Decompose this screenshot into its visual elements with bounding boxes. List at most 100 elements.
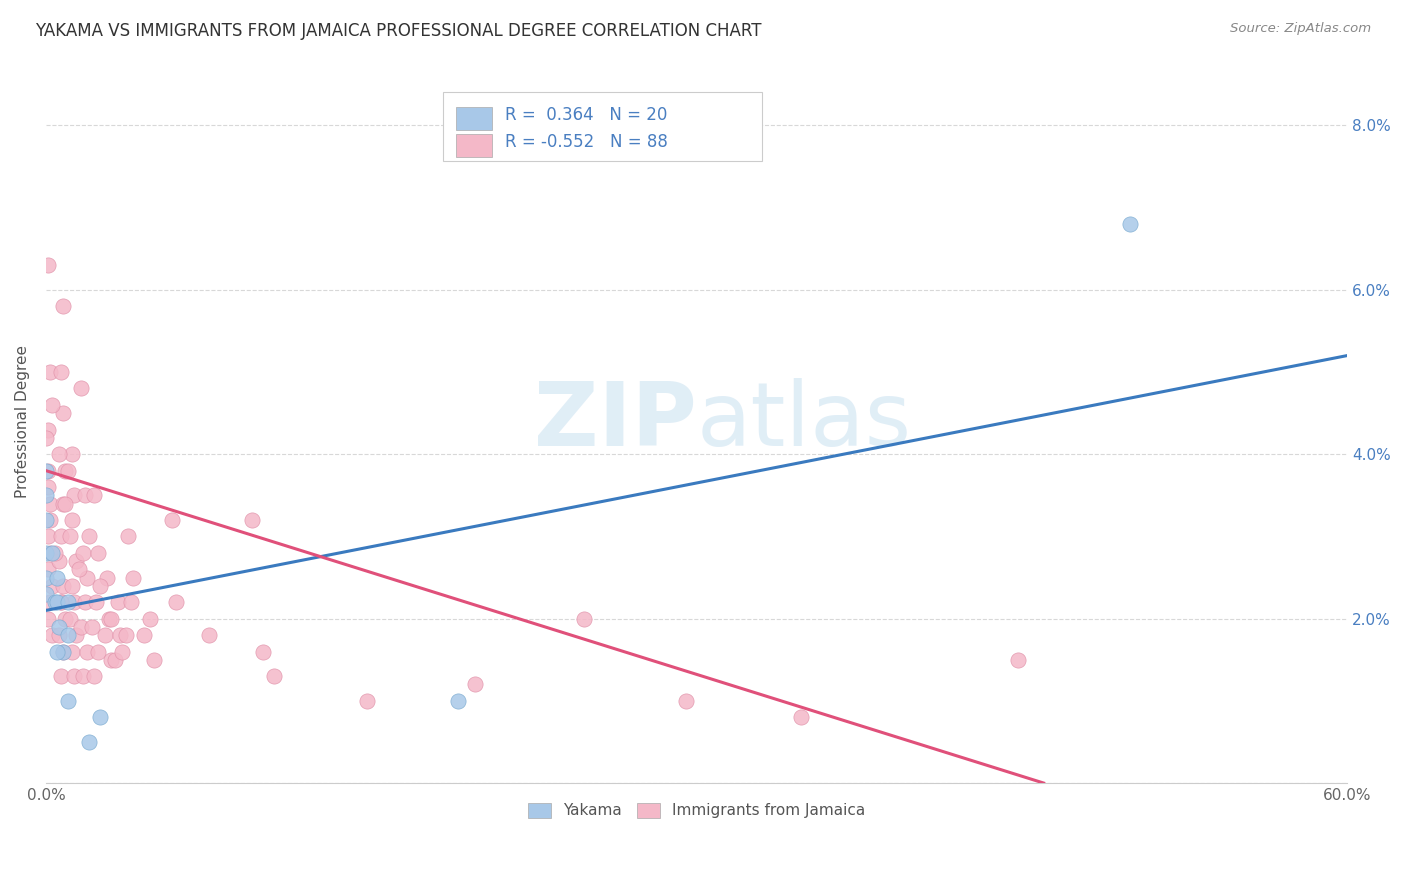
Point	[35, 570, 58, 584]
Point	[79, 529, 101, 543]
Point	[97, 612, 120, 626]
Point	[55, 496, 77, 510]
Point	[39, 496, 62, 510]
Point	[73, 595, 96, 609]
Point	[93, 628, 115, 642]
Point	[55, 464, 77, 478]
Point	[111, 644, 134, 658]
Point	[49, 595, 72, 609]
Point	[83, 488, 105, 502]
Point	[165, 595, 187, 609]
Point	[52, 496, 75, 510]
Point	[45, 595, 67, 609]
Point	[49, 669, 72, 683]
Point	[52, 406, 75, 420]
Point	[139, 612, 162, 626]
Point	[104, 653, 127, 667]
Point	[56, 694, 79, 708]
Text: atlas: atlas	[696, 378, 911, 465]
Point	[65, 554, 87, 568]
Point	[41, 398, 63, 412]
Point	[49, 529, 72, 543]
Point	[59, 529, 82, 543]
Point	[96, 570, 118, 584]
Point	[63, 669, 86, 683]
Point	[48, 620, 70, 634]
Point	[107, 595, 129, 609]
Y-axis label: Professional Degree: Professional Degree	[15, 345, 30, 498]
Point	[37, 480, 59, 494]
Point	[41, 579, 63, 593]
Point	[44, 546, 66, 560]
Point	[55, 612, 77, 626]
Point	[73, 488, 96, 502]
Point	[117, 529, 139, 543]
Point	[240, 513, 263, 527]
Point	[52, 579, 75, 593]
Point	[41, 546, 63, 560]
Point	[41, 628, 63, 642]
Point	[572, 612, 595, 626]
Point	[56, 595, 79, 609]
Legend: Yakama, Immigrants from Jamaica: Yakama, Immigrants from Jamaica	[520, 796, 873, 826]
Point	[356, 694, 378, 708]
Point	[76, 570, 98, 584]
Point	[675, 694, 697, 708]
Point	[67, 562, 90, 576]
Point	[132, 628, 155, 642]
Point	[35, 431, 58, 445]
Point	[1007, 653, 1029, 667]
Text: ZIP: ZIP	[534, 378, 696, 465]
Text: R =  0.364   N = 20: R = 0.364 N = 20	[505, 105, 668, 124]
Point	[56, 628, 79, 642]
Point	[87, 644, 110, 658]
Point	[100, 612, 122, 626]
Point	[63, 595, 86, 609]
Point	[60, 447, 83, 461]
Point	[56, 464, 79, 478]
Point	[52, 644, 75, 658]
Point	[84, 595, 107, 609]
Point	[100, 653, 122, 667]
Point	[108, 628, 131, 642]
Point	[115, 628, 138, 642]
Point	[76, 644, 98, 658]
Point	[120, 595, 142, 609]
Point	[79, 735, 101, 749]
Point	[39, 365, 62, 379]
Point	[121, 570, 143, 584]
Point	[59, 612, 82, 626]
Point	[263, 669, 285, 683]
Point	[48, 628, 70, 642]
Point	[37, 258, 59, 272]
FancyBboxPatch shape	[456, 134, 492, 157]
Point	[45, 570, 67, 584]
Point	[39, 513, 62, 527]
Point	[45, 644, 67, 658]
Point	[89, 579, 111, 593]
Point	[52, 299, 75, 313]
Point	[65, 628, 87, 642]
Point	[447, 694, 470, 708]
Point	[60, 644, 83, 658]
Point	[72, 669, 94, 683]
Point	[464, 677, 486, 691]
Point	[44, 595, 66, 609]
Point	[48, 554, 70, 568]
Point	[35, 464, 58, 478]
Point	[63, 488, 86, 502]
Point	[80, 620, 103, 634]
Point	[69, 381, 91, 395]
Point	[35, 513, 58, 527]
Point	[60, 513, 83, 527]
Point	[49, 365, 72, 379]
Point	[37, 562, 59, 576]
Point	[197, 628, 219, 642]
Point	[1119, 217, 1142, 231]
Point	[72, 546, 94, 560]
Point	[89, 710, 111, 724]
Point	[790, 710, 813, 724]
Point	[87, 546, 110, 560]
Text: R = -0.552   N = 88: R = -0.552 N = 88	[505, 133, 668, 151]
Point	[52, 644, 75, 658]
